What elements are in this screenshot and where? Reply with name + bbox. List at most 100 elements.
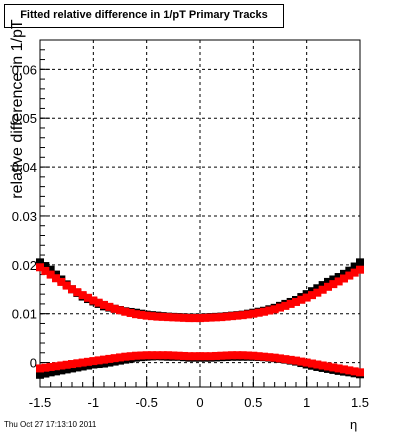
data-point <box>308 291 316 300</box>
data-point <box>142 311 151 320</box>
data-point <box>270 353 279 362</box>
data-point <box>313 360 322 369</box>
data-point <box>292 297 300 306</box>
data-point <box>212 313 220 322</box>
data-point <box>116 353 124 362</box>
data-point <box>206 313 215 322</box>
data-point <box>276 354 284 363</box>
data-point <box>356 258 364 267</box>
data-point <box>228 312 236 321</box>
data-point <box>265 353 274 362</box>
data-point <box>334 273 343 282</box>
data-point <box>62 281 71 290</box>
timestamp-footer: Thu Oct 27 17:13:10 2011 <box>4 420 97 429</box>
x-tick-label: -0.5 <box>135 395 157 410</box>
data-point <box>137 310 146 319</box>
data-point <box>254 352 263 361</box>
data-point <box>46 265 55 274</box>
data-point <box>41 266 50 275</box>
data-point <box>174 351 183 360</box>
data-point <box>329 280 338 289</box>
data-point <box>233 311 242 320</box>
data-point <box>110 304 119 313</box>
data-point <box>121 352 130 361</box>
data-point <box>89 296 98 305</box>
data-point <box>345 366 354 375</box>
data-point <box>73 288 82 297</box>
data-point <box>153 312 162 321</box>
data-point <box>78 291 87 300</box>
data-point <box>100 300 108 309</box>
data-point <box>116 306 124 315</box>
data-point <box>148 312 156 321</box>
data-point <box>260 307 268 316</box>
data-point <box>196 352 204 361</box>
data-point <box>340 274 348 283</box>
data-point <box>313 284 322 293</box>
data-point <box>137 351 146 360</box>
data-point <box>222 312 231 321</box>
y-tick-label: 0.05 <box>12 111 37 126</box>
data-point <box>62 360 71 369</box>
data-point <box>254 308 263 317</box>
data-point <box>132 351 140 360</box>
data-point <box>180 313 188 322</box>
data-point <box>356 368 364 377</box>
data-point <box>324 277 332 286</box>
data-point <box>356 265 364 274</box>
data-point <box>105 302 114 311</box>
data-point <box>345 271 354 280</box>
data-point <box>324 362 332 371</box>
data-point <box>36 263 44 272</box>
data-point <box>302 293 311 302</box>
data-point <box>233 351 242 360</box>
data-point <box>68 360 76 369</box>
data-point <box>169 351 178 360</box>
x-tick-label: 1 <box>303 395 310 410</box>
data-point <box>281 355 290 364</box>
data-point <box>313 288 322 297</box>
data-point <box>52 367 60 376</box>
data-point <box>276 303 284 312</box>
data-point <box>270 305 279 314</box>
data-point <box>52 362 60 371</box>
data-point <box>180 351 188 360</box>
data-point <box>126 352 135 361</box>
data-point <box>36 364 44 373</box>
y-tick-label: 0.06 <box>12 62 37 77</box>
data-point <box>36 370 44 379</box>
data-point <box>126 308 135 317</box>
data-point <box>142 351 151 360</box>
data-point <box>41 262 50 271</box>
y-tick-label: 0.01 <box>12 307 37 322</box>
data-point <box>334 364 343 373</box>
x-tick-label: 1.5 <box>351 395 369 410</box>
data-point <box>345 266 354 275</box>
data-point <box>68 364 76 373</box>
data-point <box>249 351 258 360</box>
x-tick-label: -1.5 <box>29 395 51 410</box>
data-point <box>132 310 140 319</box>
data-point <box>89 357 98 366</box>
data-point <box>190 352 199 361</box>
data-point <box>318 285 327 294</box>
data-point <box>121 307 130 316</box>
data-point <box>249 309 258 318</box>
data-point <box>260 352 268 361</box>
data-point <box>196 314 204 323</box>
data-point <box>329 363 338 372</box>
data-point <box>206 352 215 361</box>
x-tick-label: 0.5 <box>244 395 262 410</box>
data-point <box>228 351 236 360</box>
data-point <box>110 354 119 363</box>
data-point <box>158 351 167 360</box>
data-point <box>185 314 194 323</box>
data-point <box>318 281 327 290</box>
data-point <box>297 295 306 304</box>
data-point <box>41 363 50 372</box>
data-point <box>340 365 348 374</box>
data-point <box>308 359 316 368</box>
data-point <box>185 352 194 361</box>
data-point <box>174 313 183 322</box>
